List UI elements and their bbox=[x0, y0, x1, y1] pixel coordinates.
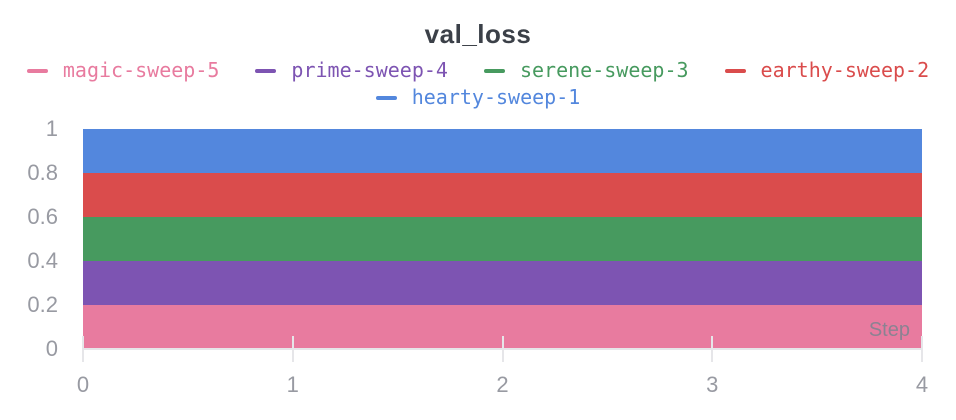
legend-row: hearty-sweep-1 bbox=[0, 84, 956, 111]
legend-line-icon bbox=[483, 68, 505, 73]
legend-line-icon bbox=[724, 68, 746, 73]
legend-label: hearty-sweep-1 bbox=[411, 85, 581, 109]
x-tick-label: 2 bbox=[496, 372, 509, 397]
legend-label: magic-sweep-5 bbox=[62, 58, 220, 82]
legend-item-serene-sweep-3[interactable]: serene-sweep-3 bbox=[483, 57, 689, 84]
legend-line-icon bbox=[375, 95, 397, 100]
legend-line-icon bbox=[255, 68, 277, 73]
x-tick-mark bbox=[291, 336, 294, 362]
x-tick-label: 0 bbox=[76, 372, 90, 397]
legend-line-icon bbox=[26, 68, 48, 73]
legend-item-prime-sweep-4[interactable]: prime-sweep-4 bbox=[255, 57, 448, 84]
x-tick-mark bbox=[711, 336, 714, 362]
legend: magic-sweep-5 prime-sweep-4 serene-sweep-3… bbox=[0, 57, 956, 111]
x-tick-label: 4 bbox=[915, 372, 929, 397]
x-axis: 0 1 2 3 4 bbox=[77, 370, 928, 400]
legend-label: prime-sweep-4 bbox=[291, 58, 448, 82]
x-tick-mark bbox=[921, 336, 923, 362]
y-tick-label: 0.6 bbox=[27, 204, 58, 229]
y-tick-label: 0 bbox=[45, 336, 58, 361]
plot-area[interactable]: Step bbox=[82, 129, 923, 362]
series-band-hearty-sweep-1 bbox=[83, 129, 922, 173]
x-tick-label: 1 bbox=[286, 372, 299, 397]
legend-item-hearty-sweep-1[interactable]: hearty-sweep-1 bbox=[375, 84, 581, 111]
series-band-prime-sweep-4 bbox=[83, 261, 922, 305]
legend-item-earthy-sweep-2[interactable]: earthy-sweep-2 bbox=[724, 57, 930, 84]
legend-label: earthy-sweep-2 bbox=[760, 58, 930, 82]
chart-title: val_loss bbox=[424, 19, 532, 49]
x-tick-mark bbox=[501, 336, 504, 362]
x-tick-label: 3 bbox=[706, 372, 719, 397]
series-band-earthy-sweep-2 bbox=[83, 173, 922, 217]
y-tick-label: 0.4 bbox=[27, 248, 58, 273]
y-tick-label: 0.2 bbox=[27, 292, 58, 317]
legend-row: magic-sweep-5 prime-sweep-4 serene-sweep-3… bbox=[0, 57, 956, 84]
legend-label: serene-sweep-3 bbox=[519, 58, 689, 82]
series-band-serene-sweep-3 bbox=[83, 217, 922, 261]
legend-item-magic-sweep-5[interactable]: magic-sweep-5 bbox=[26, 57, 220, 84]
x-tick-mark bbox=[82, 336, 84, 362]
y-axis: 0 0.2 0.4 0.6 0.8 1 bbox=[0, 116, 58, 361]
y-tick-label: 1 bbox=[45, 116, 58, 141]
x-axis-title: Step bbox=[868, 319, 910, 341]
y-tick-label: 0.8 bbox=[27, 160, 58, 185]
